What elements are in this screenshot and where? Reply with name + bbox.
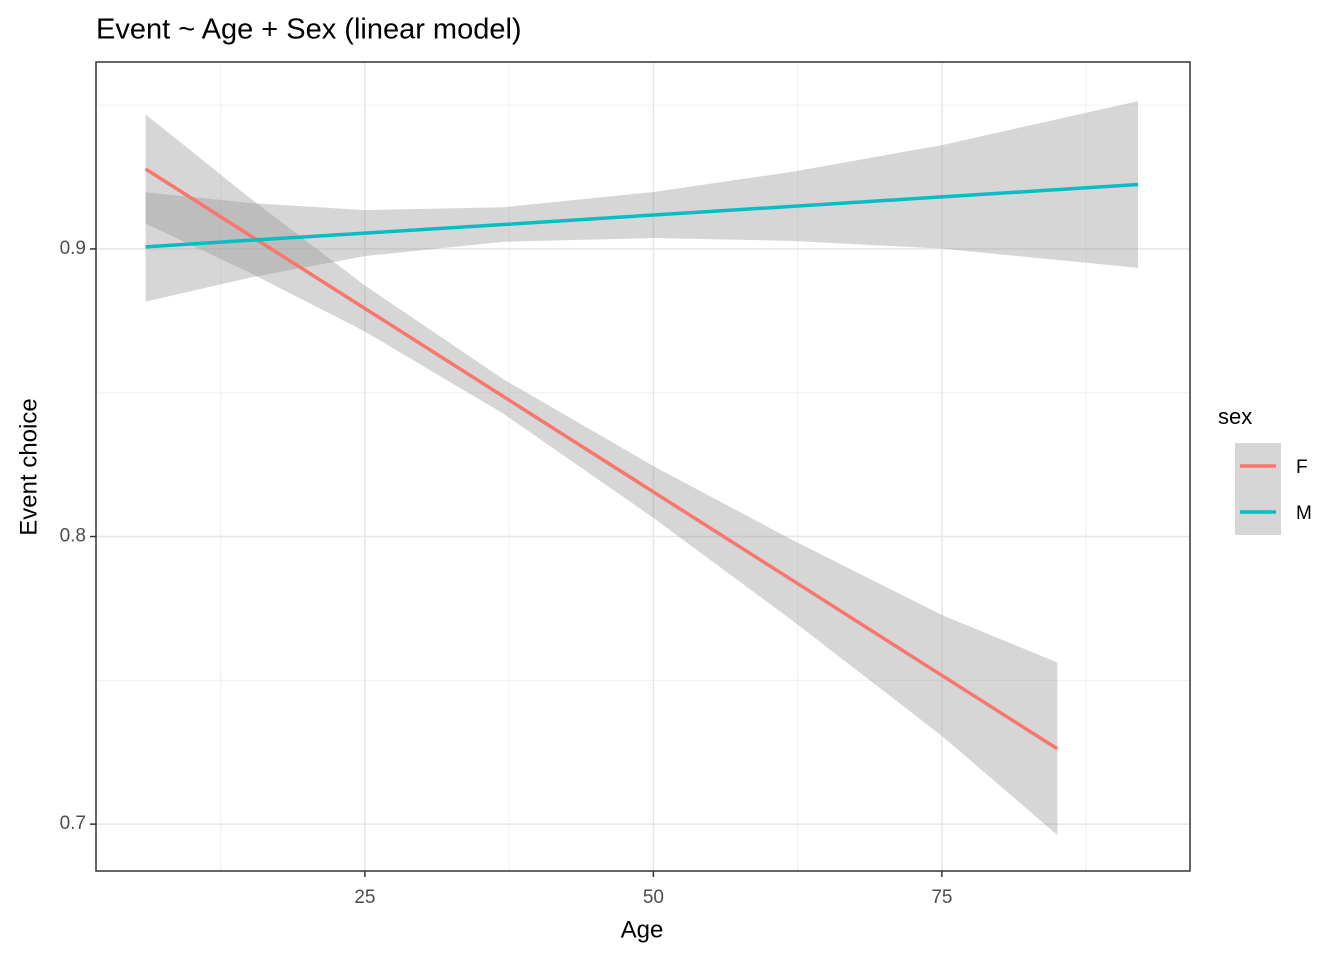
y-tick-label: 0.8 xyxy=(60,526,86,547)
trend-line xyxy=(145,182,1139,249)
legend-title: sex xyxy=(1218,404,1252,429)
confidence-band xyxy=(145,114,1058,836)
x-tick-label: 25 xyxy=(354,887,375,908)
x-axis-title: Age xyxy=(621,916,664,943)
y-tick-label: 0.9 xyxy=(60,238,86,259)
legend-label: F xyxy=(1296,457,1308,478)
panel-border xyxy=(95,61,1191,872)
y-tick-label: 0.7 xyxy=(60,813,86,834)
x-tick-label: 50 xyxy=(643,887,664,908)
legend-label: M xyxy=(1296,503,1312,524)
x-tick-label: 75 xyxy=(931,887,952,908)
confidence-band xyxy=(145,101,1139,302)
y-axis-title: Event choice xyxy=(15,398,42,535)
chart-title: Event ~ Age + Sex (linear model) xyxy=(96,14,522,46)
trend-line xyxy=(144,167,1059,751)
